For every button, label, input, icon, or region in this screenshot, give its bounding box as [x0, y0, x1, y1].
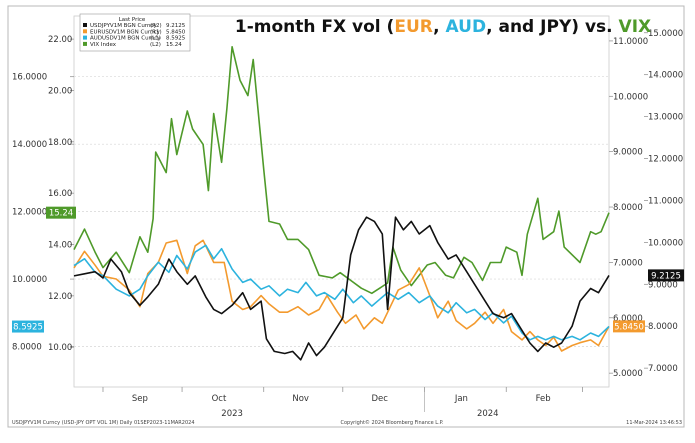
legend-header: Last Price — [119, 17, 146, 23]
axis-tick-label: 9.0000 — [648, 280, 678, 290]
series-line — [73, 216, 610, 361]
footer-center: Copyright© 2024 Bloomberg Finance L.P. — [340, 419, 443, 426]
plot-area — [73, 15, 610, 388]
axis-tick-label: 15.0000 — [648, 29, 683, 39]
axis-tick-label: 16.00 — [48, 189, 72, 199]
left-axis-l1: 8.0000 10.0000 12.0000 14.0000 16.0000 — [12, 73, 74, 353]
legend-value: 5.8450 — [166, 29, 186, 35]
title-jpy: JPY — [539, 17, 572, 37]
x-month-label: Dec — [371, 394, 388, 404]
last-value-tag-label: 8.5925 — [13, 323, 43, 333]
axis-tick-label: 11.0000 — [648, 196, 683, 206]
axis-tick-label: 10.0000 — [613, 92, 648, 102]
x-year-label: 2024 — [477, 409, 499, 419]
legend: Last Price USDJPYV1M BGN Curncy(R2) 9.212… — [79, 13, 191, 52]
left-axis-l2: 10.00 12.00 14.00 16.00 18.00 20.00 22.00 — [48, 35, 74, 353]
axis-tick-label: 9.0000 — [613, 148, 643, 158]
last-value-tags: 15.24 8.5925 9.2125 5.8450 — [12, 206, 684, 333]
legend-label: AUDUSDV1M BGN Curncy — [90, 36, 161, 42]
last-value-tag — [613, 320, 645, 333]
axis-tick-label: 14.00 — [48, 241, 72, 251]
axis-tick-label: 14.0000 — [648, 71, 683, 81]
x-month-label: Nov — [292, 394, 309, 404]
x-month-label: Oct — [212, 394, 227, 404]
title-mid: ) vs. — [571, 17, 618, 37]
footer-left: USDJPYV1M Curncy (USD-JPY OPT VOL 1M) Da… — [12, 420, 195, 426]
axis-tick-label: 8.0000 — [648, 322, 678, 332]
title-eur: EUR — [394, 17, 433, 37]
axis-tick-label: 10.0000 — [648, 238, 683, 248]
axis-tick-label: 22.00 — [48, 35, 72, 45]
axis-tick-label: 5.0000 — [613, 369, 643, 379]
legend-axis: (L2) — [150, 42, 161, 48]
axis-tick-label: 13.0000 — [648, 113, 683, 123]
axis-tick-label: 14.0000 — [12, 140, 47, 150]
x-month-label: Feb — [536, 394, 551, 404]
legend-swatch — [83, 41, 87, 46]
right-axis-r2: 7.0000 8.0000 9.0000 10.0000 11.0000 12.0000 1… — [644, 29, 683, 374]
legend-swatch — [83, 23, 87, 27]
title-vix: VIX — [619, 17, 652, 37]
legend-axis: (R1) — [150, 29, 162, 35]
series-line — [73, 45, 610, 295]
legend-axis: (R2) — [150, 23, 162, 29]
right-axis-r1: 5.0000 6.0000 7.0000 8.0000 9.0000 10.0000 11.… — [609, 37, 648, 379]
axis-tick-label: 10.0000 — [12, 275, 47, 285]
last-value-tag — [46, 206, 76, 219]
x-month-label: Jan — [454, 394, 468, 404]
axis-tick-label: 12.0000 — [12, 208, 47, 218]
axis-tick-label: 20.00 — [48, 86, 72, 96]
legend-box — [79, 13, 191, 52]
title-prefix: 1-month FX vol ( — [235, 17, 394, 37]
title-aud: AUD — [446, 17, 487, 37]
last-value-tag-label: 15.24 — [49, 209, 73, 219]
axis-tick-label: 8.0000 — [12, 343, 42, 353]
axis-tick-label: 18.00 — [48, 138, 72, 148]
legend-label: USDJPYV1M BGN Curncy — [90, 23, 157, 29]
legend-label: EURUSDV1M BGN Curncy — [90, 29, 161, 35]
legend-value: 15.24 — [166, 42, 182, 48]
legend-axis: (L1) — [150, 36, 161, 42]
title-sep2: , and — [486, 17, 540, 37]
last-value-tag — [12, 320, 44, 333]
x-axis: Sep Oct Nov Dec Jan Feb 2023 2024 — [102, 387, 583, 419]
title-sep1: , — [433, 17, 445, 37]
last-value-tag-label: 5.8450 — [614, 322, 644, 332]
axis-tick-label: 7.0000 — [648, 364, 678, 374]
axis-tick-label: 12.00 — [48, 292, 72, 302]
axis-tick-label: 11.0000 — [613, 37, 648, 47]
axis-tick-label: 7.0000 — [613, 258, 643, 268]
chart-title: 1-month FX vol (EUR, AUD, and JPY) vs. V… — [235, 17, 651, 37]
legend-label: VIX Index — [90, 42, 117, 48]
last-value-tag — [648, 269, 684, 282]
legend-swatch — [83, 35, 87, 40]
grid-lines — [74, 76, 609, 347]
footer-right: 11-Mar-2024 13:46:53 — [626, 420, 682, 426]
axis-tick-label: 10.00 — [48, 343, 72, 353]
legend-swatch — [83, 29, 87, 34]
legend-value: 9.2125 — [166, 23, 186, 29]
legend-value: 8.5925 — [166, 36, 186, 42]
axis-tick-label: 12.0000 — [648, 155, 683, 165]
axis-tick-label: 16.0000 — [12, 73, 47, 83]
x-year-label: 2023 — [221, 409, 243, 419]
last-value-tag-label: 9.2125 — [651, 271, 681, 281]
x-month-label: Sep — [132, 394, 148, 404]
series-layer — [73, 45, 610, 361]
axis-tick-label: 8.0000 — [613, 203, 643, 213]
axis-tick-label: 6.0000 — [613, 314, 643, 324]
